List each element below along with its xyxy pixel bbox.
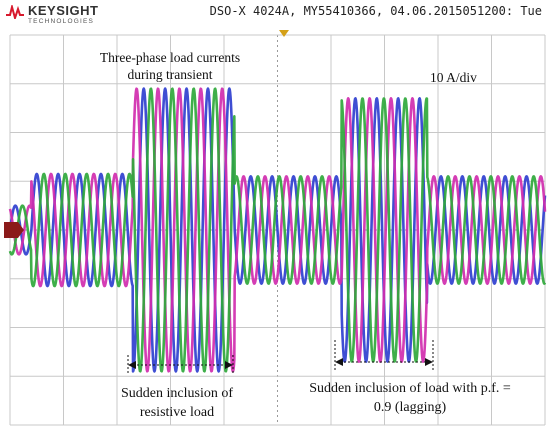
arrow-right-icon [225,361,233,369]
keysight-logo-icon [6,5,24,19]
annotation-resistive-line-1: Sudden inclusion of [121,386,233,401]
scale-label: 10 A/div [430,70,477,85]
trigger-marker-icon [279,30,289,37]
arrow-right-icon [425,358,433,366]
annotation-resistive: Sudden inclusion of resistive load [121,355,234,420]
annotation-lagging: Sudden inclusion of load with p.f. = 0.9… [309,340,511,415]
device-info: DSO-X 4024A, MY55410366, 04.06.201505120… [209,4,542,18]
chart-title-line-1: Three-phase load currents [100,50,240,65]
brand-subtitle: TECHNOLOGIES [28,18,95,25]
ground-marker-icon [4,222,24,238]
annotation-lagging-line-2: 0.9 (lagging) [374,400,447,415]
phase-current-trace-2 [8,87,547,373]
brand-name: KEYSIGHT [28,3,99,18]
waveforms [8,87,547,373]
phase-current-trace-3 [8,87,547,373]
arrow-left-icon [128,361,136,369]
scope-header: KEYSIGHT TECHNOLOGIES DSO-X 4024A, MY554… [0,0,550,30]
chart-title-line-2: during transient [127,67,212,82]
arrow-left-icon [335,358,343,366]
annotation-resistive-line-2: resistive load [140,405,214,420]
annotation-lagging-line-1: Sudden inclusion of load with p.f. = [309,381,511,396]
